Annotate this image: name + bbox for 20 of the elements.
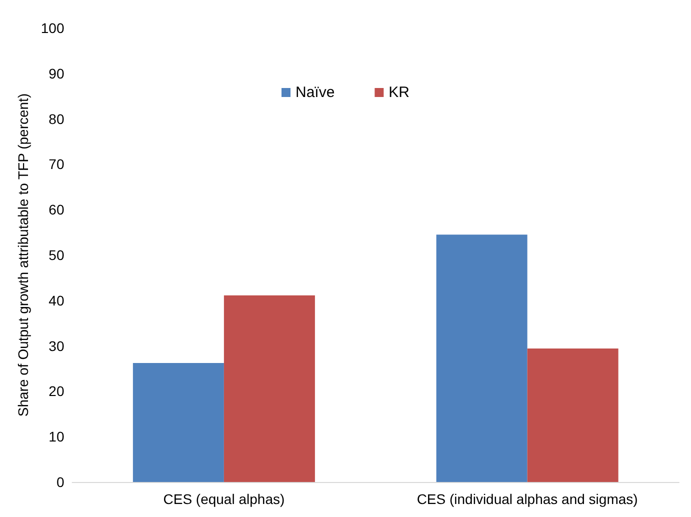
y-tick-label: 80 <box>48 110 64 127</box>
y-tick-label: 70 <box>48 156 64 172</box>
y-tick-label: 40 <box>48 292 64 308</box>
legend-label: KR <box>388 84 410 101</box>
bar <box>436 234 528 482</box>
y-tick-label: 0 <box>56 474 64 490</box>
y-tick-label: 100 <box>40 20 64 36</box>
y-tick-label: 90 <box>48 65 64 82</box>
y-axis-title: Share of Output growth attributable to TFP (percent) <box>15 93 31 417</box>
y-tick-label: 50 <box>48 247 64 263</box>
x-tick-label: CES (equal alphas) <box>163 491 285 507</box>
x-tick-label: CES (individual alphas and sigmas) <box>416 491 638 507</box>
bar <box>527 348 618 482</box>
bar <box>224 295 315 482</box>
y-tick-label: 30 <box>48 338 64 354</box>
y-tick-label: 60 <box>48 202 64 218</box>
y-tick-label: 20 <box>48 383 64 400</box>
y-tick-label: 10 <box>48 428 64 445</box>
legend-label: Naïve <box>295 84 335 101</box>
bar <box>132 363 224 482</box>
